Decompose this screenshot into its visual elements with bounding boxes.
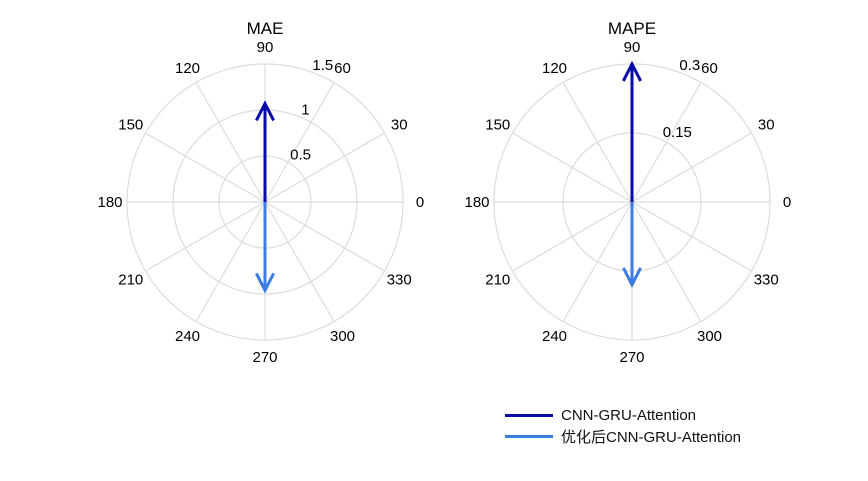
angular-gridline bbox=[512, 201, 633, 272]
angle-tick-label: 210 bbox=[485, 272, 510, 289]
angle-tick-label: 60 bbox=[334, 60, 351, 77]
angular-gridline bbox=[631, 132, 752, 203]
angle-tick-label: 90 bbox=[624, 39, 641, 56]
angular-gridline bbox=[264, 82, 335, 203]
radial-tick-label: 1 bbox=[301, 102, 309, 119]
series-arrowhead bbox=[255, 272, 275, 294]
angular-gridline bbox=[264, 201, 335, 322]
angle-tick-label: 300 bbox=[330, 328, 355, 345]
angle-tick-label: 60 bbox=[701, 60, 718, 77]
radial-tick-label: 1.5 bbox=[312, 57, 333, 74]
series-arrowhead bbox=[255, 100, 275, 122]
angle-tick-label: 300 bbox=[697, 328, 722, 345]
angle-tick-label: 120 bbox=[542, 60, 567, 77]
angle-tick-label: 150 bbox=[118, 117, 143, 134]
legend-item: CNN-GRU-Attention bbox=[505, 405, 795, 426]
angle-tick-label: 270 bbox=[252, 349, 277, 366]
angle-tick-label: 210 bbox=[118, 272, 143, 289]
angular-gridline bbox=[562, 82, 633, 203]
angle-tick-label: 120 bbox=[175, 60, 200, 77]
angle-tick-label: 240 bbox=[175, 328, 200, 345]
angle-tick-label: 0 bbox=[416, 194, 424, 211]
angular-gridline bbox=[512, 132, 633, 203]
legend-label: CNN-GRU-Attention bbox=[561, 407, 697, 424]
legend-swatch bbox=[505, 435, 553, 438]
legend-swatch bbox=[505, 414, 553, 417]
legend: CNN-GRU-Attention 优化后CNN-GRU-Attention bbox=[505, 405, 795, 447]
angle-tick-label: 330 bbox=[387, 272, 412, 289]
series-arrowhead bbox=[622, 267, 642, 289]
angle-tick-label: 0 bbox=[783, 194, 791, 211]
angle-tick-label: 30 bbox=[391, 117, 408, 134]
chart-title: MAE bbox=[247, 19, 284, 38]
angle-tick-label: 30 bbox=[758, 117, 775, 134]
angle-tick-label: 180 bbox=[464, 194, 489, 211]
angular-gridline bbox=[631, 201, 752, 272]
angular-gridline bbox=[264, 132, 385, 203]
angular-gridline bbox=[562, 201, 633, 322]
series-arrowhead bbox=[622, 60, 642, 82]
angle-tick-label: 90 bbox=[257, 39, 274, 56]
angle-tick-label: 180 bbox=[97, 194, 122, 211]
chart-title: MAPE bbox=[608, 19, 656, 38]
angular-gridline bbox=[145, 132, 266, 203]
angular-gridline bbox=[631, 82, 702, 203]
radial-tick-label: 0.5 bbox=[290, 146, 311, 163]
angular-gridline bbox=[264, 201, 385, 272]
legend-item: 优化后CNN-GRU-Attention bbox=[505, 426, 795, 447]
angular-gridline bbox=[145, 201, 266, 272]
angular-gridline bbox=[195, 201, 266, 322]
angle-tick-label: 330 bbox=[754, 272, 779, 289]
angle-tick-label: 150 bbox=[485, 117, 510, 134]
legend-label: 优化后CNN-GRU-Attention bbox=[561, 429, 742, 446]
radial-tick-label: 0.3 bbox=[679, 57, 700, 74]
radial-tick-label: 0.15 bbox=[663, 124, 692, 141]
angle-tick-label: 270 bbox=[619, 349, 644, 366]
angular-gridline bbox=[195, 82, 266, 203]
angular-gridline bbox=[631, 201, 702, 322]
angle-tick-label: 240 bbox=[542, 328, 567, 345]
